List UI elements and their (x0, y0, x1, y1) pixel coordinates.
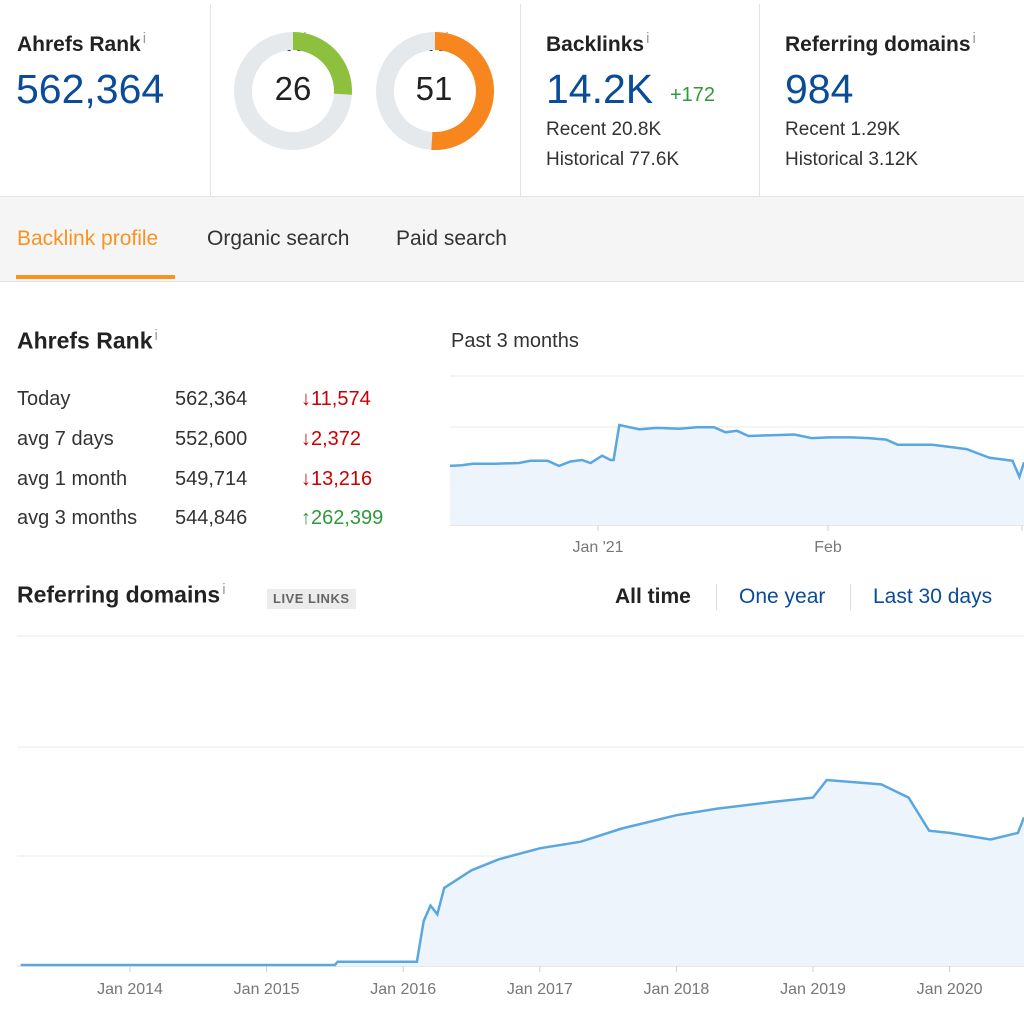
dr-gauge-fill (431, 32, 494, 150)
x-tick-label: Jan 2016 (370, 981, 436, 998)
tab-backlink-profile[interactable]: Backlink profile (17, 227, 159, 250)
divider (716, 584, 717, 610)
x-tick-label: Jan '21 (572, 539, 623, 556)
ahrefs-rank-value: 562,364 (16, 66, 165, 112)
divider (759, 4, 760, 196)
divider (210, 4, 211, 196)
rank-row-label: avg 3 months (17, 507, 138, 529)
backlinks-historical: Historical 77.6K (546, 149, 680, 170)
referring-domains-section-title: Referring domains i (17, 581, 226, 608)
info-icon[interactable]: i (222, 581, 226, 598)
ur-gauge-fill (292, 32, 352, 95)
backlinks-delta: +172 (670, 84, 716, 106)
info-icon[interactable]: i (154, 327, 158, 344)
referring-domains-area (17, 780, 1024, 966)
x-tick-label: Jan 2015 (234, 981, 300, 998)
x-ticks (129, 966, 951, 972)
x-tick-label: Jan 2018 (643, 981, 709, 998)
dr-value: 51 (415, 70, 453, 107)
rank-row-value: 549,714 (175, 468, 248, 490)
rank-row-value: 544,846 (175, 507, 248, 529)
tab-bar: Backlink profile Organic search Paid sea… (0, 197, 1024, 282)
rank-row-change: ↑262,399 (301, 507, 384, 529)
referring-domains-chart: Jan 2014 Jan 2015 Jan 2016 Jan 2017 Jan 2018… (17, 635, 1024, 998)
x-tick-label: Feb (814, 539, 842, 556)
backlinks-label: Backlinks i (546, 30, 650, 56)
rank-row-change: ↓2,372 (301, 428, 362, 450)
x-tick-label: Jan 2017 (507, 981, 573, 998)
referring-domains-line (20, 778, 1024, 967)
info-icon[interactable]: i (972, 30, 976, 47)
rank-row-change: ↓13,216 (301, 468, 373, 490)
rank-line (450, 423, 1024, 481)
active-tab-indicator (16, 275, 175, 279)
ur-value: 26 (274, 70, 312, 107)
rank-row-value: 552,600 (175, 428, 248, 450)
referring-domains-value[interactable]: 984 (785, 66, 854, 112)
tab-paid-search[interactable]: Paid search (396, 227, 507, 250)
range-one-year[interactable]: One year (739, 585, 826, 608)
divider (850, 584, 851, 610)
info-icon[interactable]: i (142, 30, 147, 47)
x-tick-label: Jan 2020 (917, 981, 983, 998)
arrow-down-icon: ↓ (301, 388, 311, 410)
rank-chart: Jan '21 Feb (450, 375, 1024, 556)
arrow-up-icon: ↑ (301, 507, 311, 529)
range-last-30-days[interactable]: Last 30 days (873, 585, 993, 608)
ahrefs-rank-section-title: Ahrefs Rank i (17, 327, 158, 354)
divider (520, 4, 521, 196)
x-tick-label: Jan 2019 (780, 981, 846, 998)
referring-domains-historical: Historical 3.12K (785, 149, 919, 170)
x-tick-label: Jan 2014 (97, 981, 163, 998)
ur-gauge (234, 32, 352, 150)
referring-domains-label: Referring domains i (785, 30, 976, 56)
rank-chart-period-label: Past 3 months (451, 330, 579, 352)
arrow-down-icon: ↓ (301, 428, 311, 450)
rank-area (450, 425, 1024, 525)
live-links-badge: LIVE LINKS (267, 589, 356, 609)
dr-gauge (376, 32, 494, 150)
referring-domains-recent: Recent 1.29K (785, 119, 901, 140)
rank-row-value: 562,364 (175, 388, 248, 410)
ahrefs-rank-label: Ahrefs Rank i (17, 30, 147, 56)
backlinks-recent: Recent 20.8K (546, 119, 662, 140)
info-icon[interactable]: i (646, 30, 650, 47)
backlinks-value[interactable]: 14.2K (546, 66, 654, 112)
rank-row-change: ↓11,574 (301, 388, 371, 410)
arrow-down-icon: ↓ (301, 468, 311, 490)
tab-organic-search[interactable]: Organic search (207, 227, 350, 250)
x-tick-labels: Jan 2014 Jan 2015 Jan 2016 Jan 2017 Jan 2018… (97, 981, 983, 998)
rank-row-label: avg 7 days (17, 428, 114, 450)
rank-row-label: avg 1 month (17, 468, 128, 490)
rank-row-label: Today (17, 388, 71, 410)
metrics-bar: Ahrefs Rank i 562,364 UR i 26 DR i 51 Backl… (0, 0, 1024, 197)
range-all-time[interactable]: All time (615, 585, 691, 608)
